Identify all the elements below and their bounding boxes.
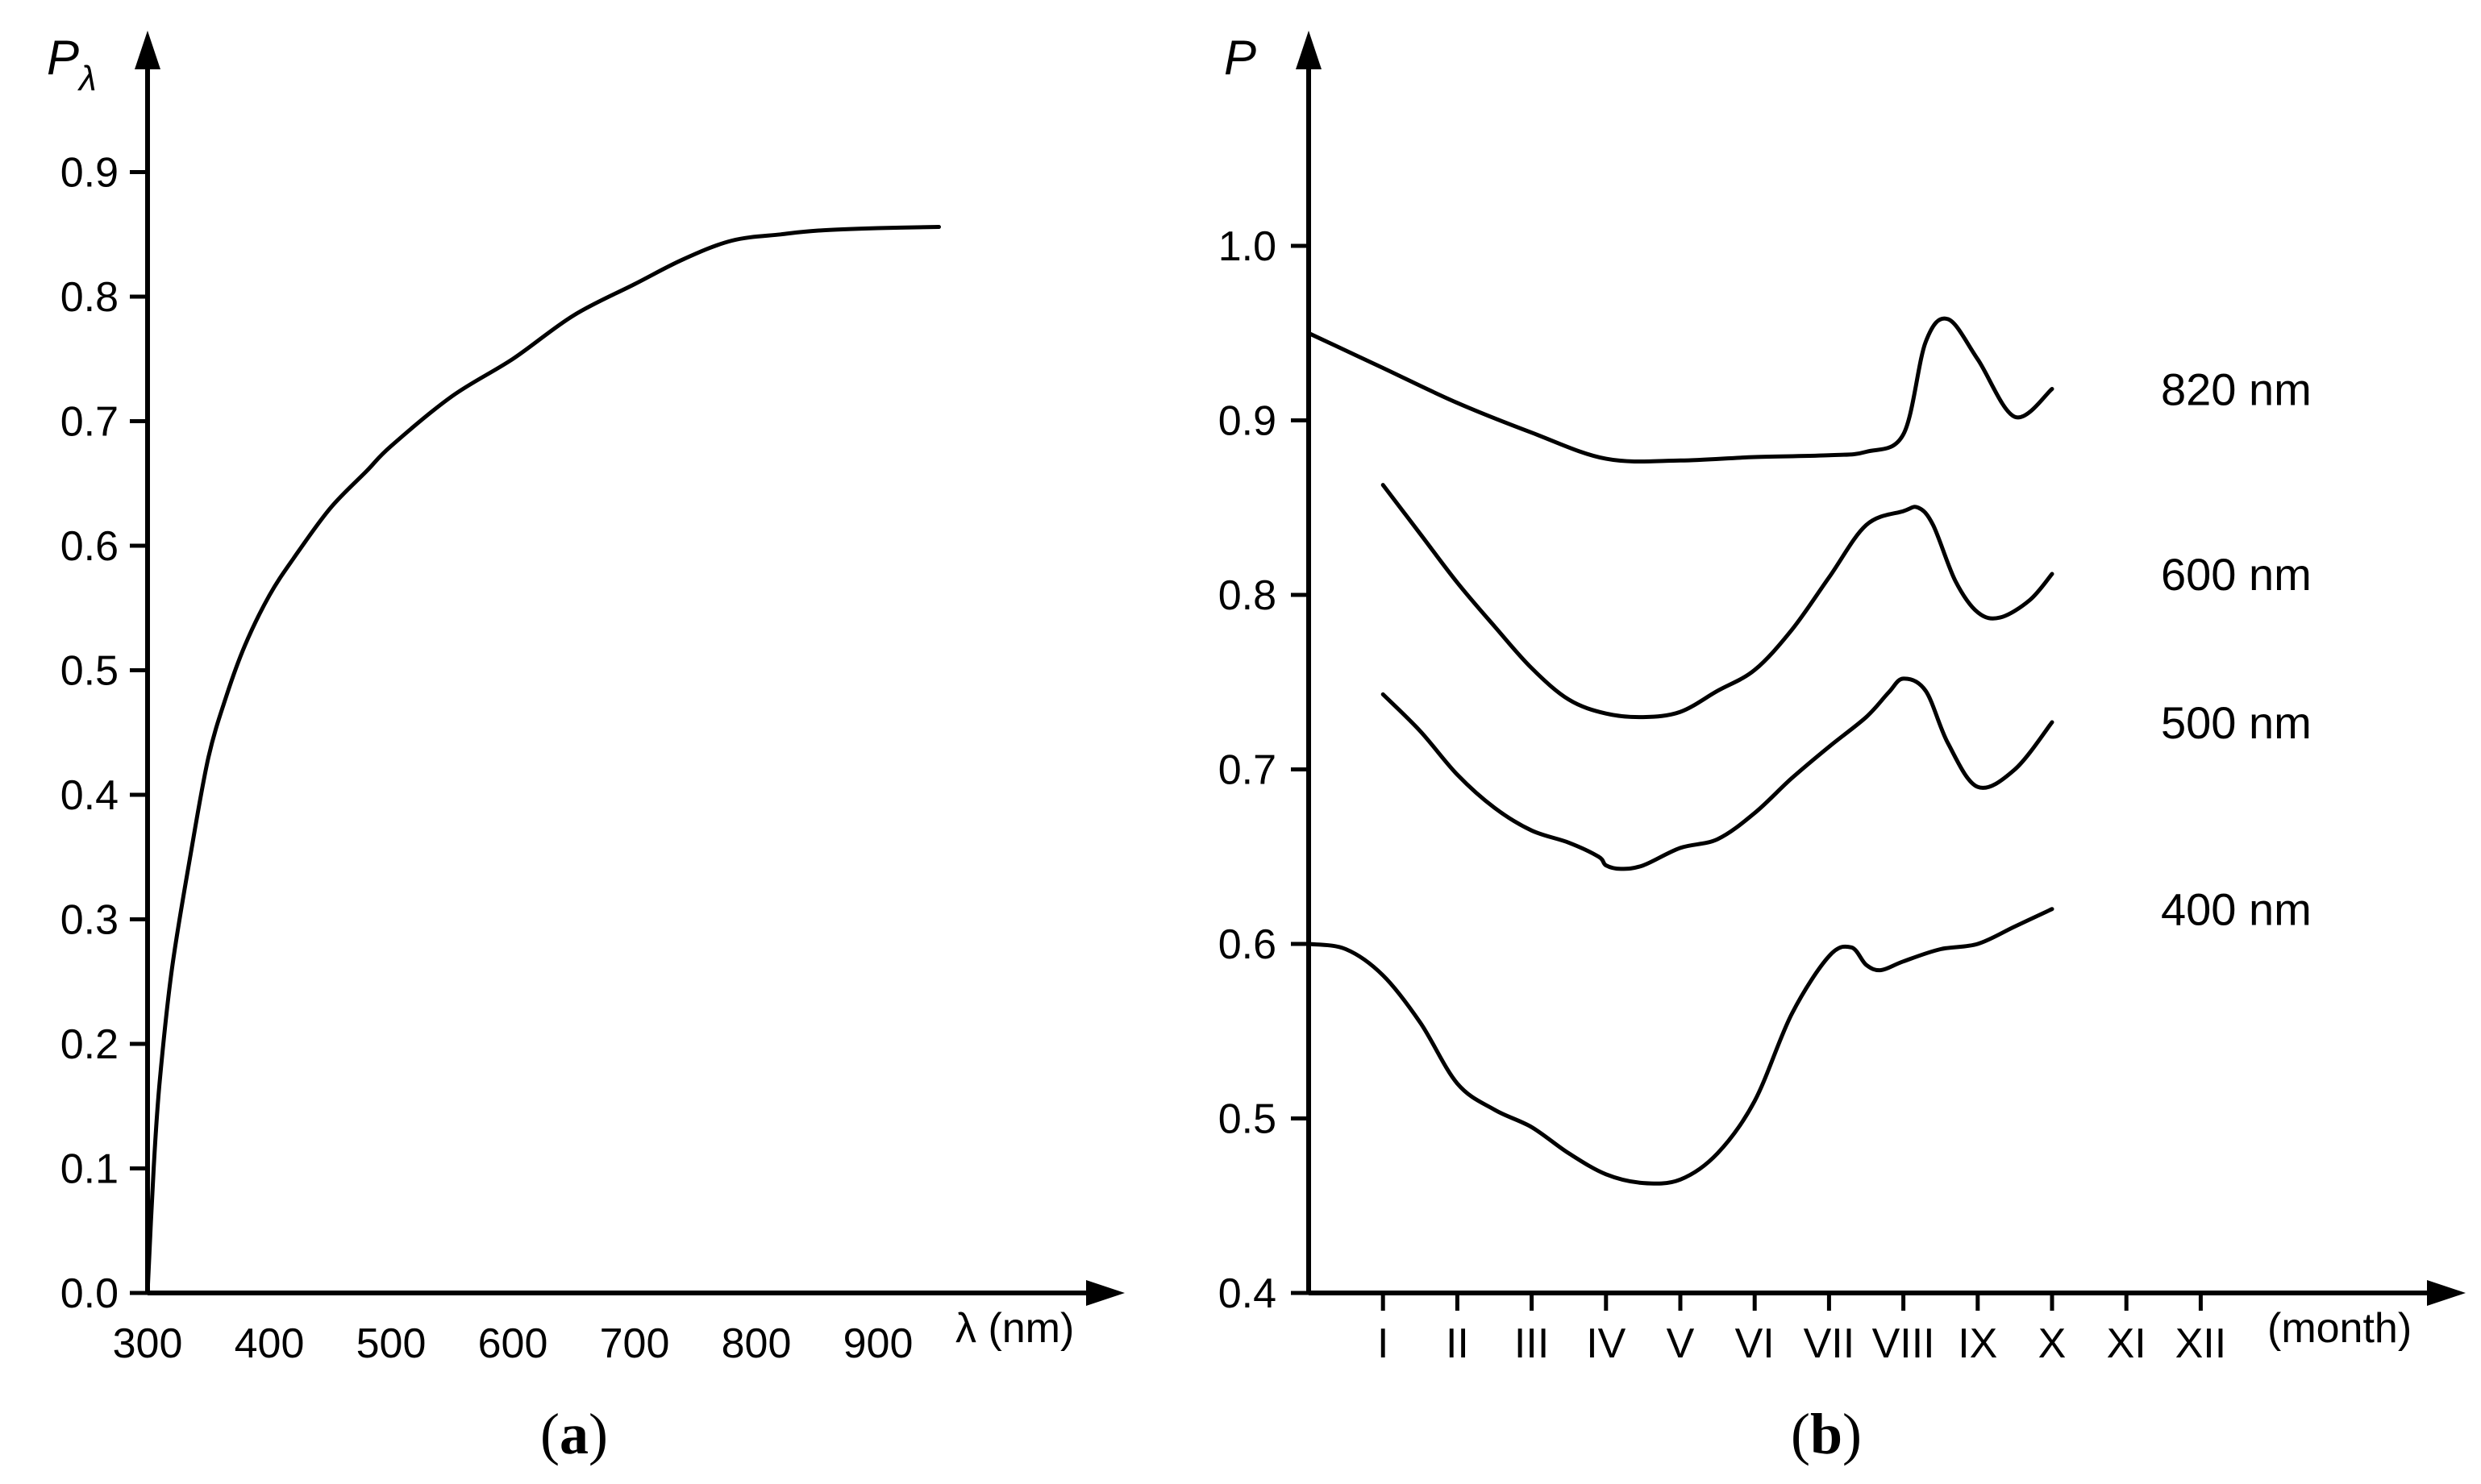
panel-b-series-line (1306, 907, 2054, 1186)
panel-b-series-label: 400 nm (2161, 884, 2312, 935)
panel-b-y-tick-label: 0.6 (1218, 921, 1276, 968)
panel-b-y-tick-label: 1.0 (1218, 223, 1276, 270)
panel-a-y-tick-label: 0.3 (60, 897, 119, 944)
panel-b-x-tick-label: II (1446, 1320, 1469, 1367)
panel-a-x-axis-label: λ (nm) (955, 1305, 1074, 1352)
panel-a-x-tick-label: 800 (722, 1320, 792, 1367)
panel-b-x-tick-label: XI (2107, 1320, 2146, 1367)
panel-a-x-tick-label: 300 (113, 1320, 183, 1367)
panel-a-x-tick-label: 400 (235, 1320, 305, 1367)
panel-a-y-tick-label: 0.5 (60, 648, 119, 695)
panel-b-y-tick-label: 0.5 (1218, 1096, 1276, 1143)
panel-b-ticks: 0.40.50.60.70.80.91.0I II III IV V VI VII VIII I… (1218, 223, 2226, 1367)
panel-b-y-tick-label: 0.7 (1218, 747, 1276, 794)
panel-b-x-axis-arrow (2427, 1280, 2466, 1306)
panel-a-x-axis-arrow (1086, 1280, 1125, 1306)
panel-b-x-tick-label: VII (1804, 1320, 1855, 1367)
panel-a-x-tick-label: 900 (843, 1320, 914, 1367)
panel-a-y-tick-label: 0.9 (60, 150, 119, 197)
panel-b-y-axis-label: P (1224, 31, 1256, 85)
panel-b-series-labels: 820 nm 600 nm 500 nm 400 nm (2161, 364, 2312, 935)
panel-a-x-tick-label: 500 (356, 1320, 427, 1367)
panel-a-y-tick-label: 0.1 (60, 1146, 119, 1193)
panel-a-y-tick-label: 0.7 (60, 399, 119, 446)
panel-b-x-tick-label: V (1667, 1320, 1695, 1367)
panel-b-y-tick-label: 0.8 (1218, 572, 1276, 619)
panel-a-ticks: 0.0 0.1 0.2 0.3 0.4 0.5 0.6 0.7 0.8 0.9 300 400 500 6… (60, 150, 914, 1368)
panel-b-series (1306, 316, 2054, 1186)
panel-b-x-tick-label: XII (2175, 1320, 2227, 1367)
panel-a-y-tick-label: 0.6 (60, 523, 119, 570)
panel-b-series-line (1306, 316, 2054, 464)
panel-b-y-axis-arrow (1296, 31, 1322, 69)
panel-a-series-line (145, 225, 941, 1295)
panel-b-series-label: 600 nm (2161, 549, 2312, 600)
panel-b-x-tick-label: IV (1586, 1320, 1626, 1367)
panel-a-y-tick-label: 0.8 (60, 274, 119, 321)
panel-a-chart: 0.0 0.1 0.2 0.3 0.4 0.5 0.6 0.7 0.8 0.9 300 400 500 6… (47, 31, 1125, 1466)
panel-b-x-tick-label: VI (1735, 1320, 1775, 1367)
panel-a-caption: (a) (540, 1402, 608, 1466)
panel-b-x-tick-label: I (1377, 1320, 1388, 1367)
panel-b-series-line (1380, 676, 2054, 871)
panel-a-y-tick-label: 0.2 (60, 1021, 119, 1068)
panel-b-caption: (b) (1791, 1402, 1862, 1466)
panel-b-chart: 0.40.50.60.70.80.91.0I II III IV V VI VII VIII I… (1218, 31, 2466, 1466)
panel-b-series-label: 820 nm (2161, 364, 2312, 415)
panel-a-y-tick-label: 0.4 (60, 772, 119, 819)
panel-b-y-tick-label: 0.9 (1218, 398, 1276, 445)
panel-b-x-tick-label: IX (1958, 1320, 1997, 1367)
panel-b-x-tick-label: VIII (1872, 1320, 1935, 1367)
panel-a-axes (135, 31, 1125, 1306)
panel-b-series-line (1380, 483, 2054, 720)
panel-a-x-tick-label: 600 (478, 1320, 548, 1367)
panel-a-y-tick-label: 0.0 (60, 1270, 119, 1317)
panel-b-x-axis-label: (month) (2267, 1305, 2412, 1352)
panel-a-x-tick-label: 700 (600, 1320, 670, 1367)
panel-a-y-axis-arrow (135, 31, 160, 69)
panel-b-x-tick-label: X (2038, 1320, 2067, 1367)
panel-b-x-tick-label: III (1514, 1320, 1549, 1367)
panel-a-y-axis-label: Pλ (47, 31, 97, 98)
panel-a-series (145, 225, 941, 1295)
panel-b-series-label: 500 nm (2161, 697, 2312, 748)
panel-b-axes (1296, 31, 2466, 1306)
panel-b-y-tick-label: 0.4 (1218, 1270, 1276, 1317)
